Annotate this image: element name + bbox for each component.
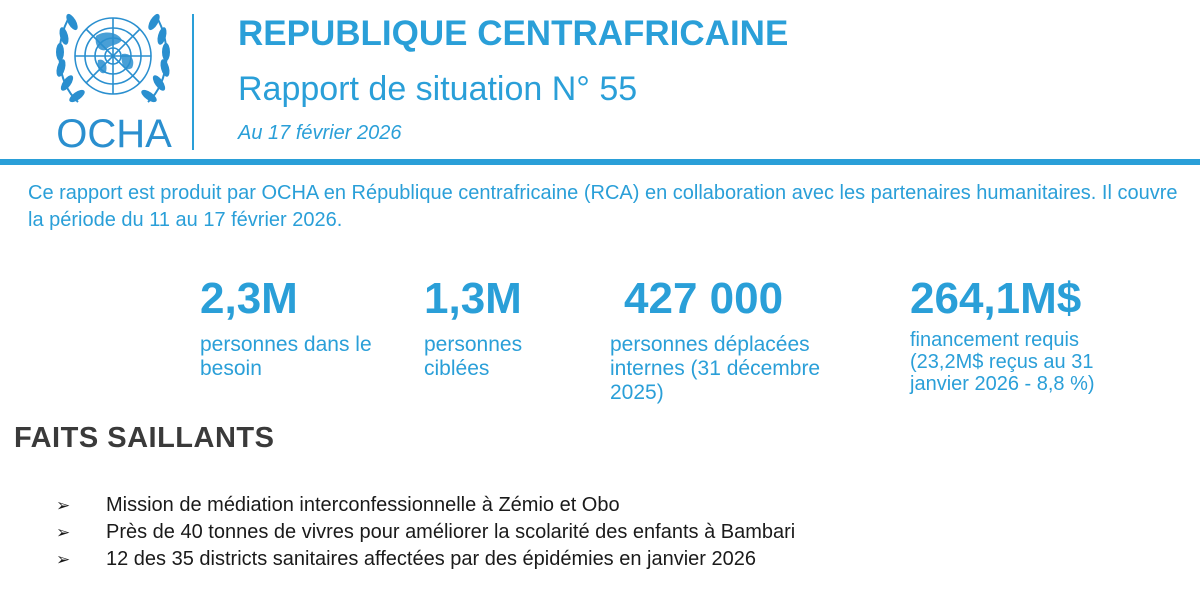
list-item-text: Mission de médiation interconfessionnell… <box>106 494 620 516</box>
list-item-text: 12 des 35 districts sanitaires affectées… <box>106 548 757 570</box>
header-rule <box>0 159 1200 165</box>
list-item: ➢ 12 des 35 districts sanitaires affectée… <box>56 546 795 573</box>
un-emblem-icon <box>56 13 170 103</box>
figure-value-funding: 264,1M$ <box>910 274 1082 323</box>
intro-paragraph: Ce rapport est produit par OCHA en Répub… <box>28 182 1178 231</box>
highlights-list: ➢ Mission de médiation interconfessionnel… <box>56 492 795 573</box>
figure-label-in-need: personnes dans le besoin <box>200 333 372 380</box>
figure-value-in-need: 2,3M <box>200 274 298 323</box>
page-title: REPUBLIQUE CENTRAFRICAINE <box>238 14 789 53</box>
list-item: ➢ Mission de médiation interconfessionnel… <box>56 492 795 519</box>
arrow-bullet-icon: ➢ <box>56 523 71 542</box>
figure-label-funding: financement requis (23,2M$ reçus au 31 j… <box>910 329 1095 395</box>
ocha-logo: OCHA <box>38 0 188 160</box>
figure-label-targeted: personnes ciblées <box>424 333 523 380</box>
report-subtitle: Rapport de situation N° 55 <box>238 70 638 108</box>
figure-value-displaced: 427 000 <box>624 274 784 323</box>
ocha-wordmark: OCHA <box>56 112 172 156</box>
header-divider <box>192 14 194 150</box>
figure-value-targeted: 1,3M <box>424 274 522 323</box>
arrow-bullet-icon: ➢ <box>56 550 71 569</box>
figure-label-displaced: personnes déplacées internes (31 décembr… <box>610 333 821 404</box>
arrow-bullet-icon: ➢ <box>56 496 71 515</box>
highlights-title: FAITS SAILLANTS <box>14 422 275 454</box>
report-date: Au 17 février 2026 <box>238 122 402 144</box>
list-item: ➢ Près de 40 tonnes de vivres pour amélio… <box>56 519 795 546</box>
list-item-text: Près de 40 tonnes de vivres pour amélior… <box>106 521 796 543</box>
